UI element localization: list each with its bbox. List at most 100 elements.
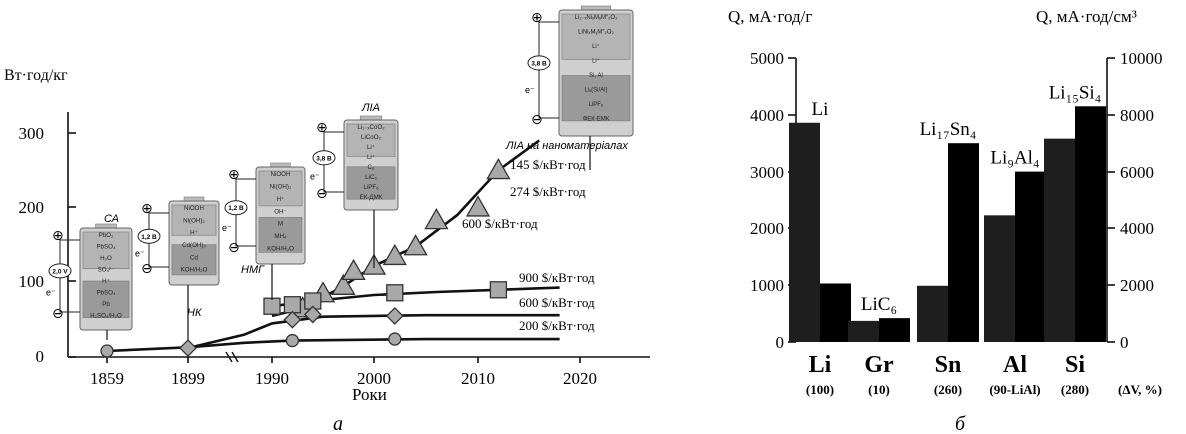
bar-volumetric-sn — [948, 143, 979, 342]
cell-text: Si, Al — [589, 73, 603, 79]
panel-a: Вт·год/кг 0 100 200 300 — [4, 5, 650, 434]
a-axes — [67, 112, 650, 363]
b-rt-0: 0 — [1120, 333, 1129, 352]
a-marker-triangle — [382, 243, 407, 266]
b-lt-5000: 5000 — [750, 49, 784, 68]
bar-gravimetric-li — [789, 122, 820, 342]
cell-text: NiOOH — [184, 205, 204, 212]
voltmeter-icon — [527, 55, 551, 71]
bar-volumetric-gr — [879, 318, 910, 342]
cell-text: Liₓ(Si/Al) — [585, 88, 608, 94]
bar-volumetric-li — [820, 283, 851, 342]
b-volume-change: (100) (10) (260) (90-LiAl) (280) (ΔV, %) — [806, 382, 1162, 397]
b-lt-3000: 3000 — [750, 163, 784, 182]
bar-label-al: Li₉Al₄ — [990, 148, 1039, 169]
a-ylabel: Вт·год/кг — [4, 67, 68, 84]
electron-label: e⁻ — [310, 171, 320, 181]
b-left-ylabel: Q, мА·год/г — [728, 7, 812, 26]
cell-text: OH⁻ — [274, 208, 287, 215]
panel-b: Q, мА·год/г Q, мА·год/см³ 0 1000 2000 30… — [728, 7, 1163, 434]
minus-icon: ⊖ — [228, 240, 240, 256]
cell-anode — [82, 280, 130, 319]
a-marker-circle — [100, 344, 114, 358]
b-rt-6000: 6000 — [1120, 163, 1154, 182]
electron-label: e⁻ — [46, 287, 56, 297]
cell-text: NiOOH — [271, 171, 291, 178]
a-marker-diamond — [385, 307, 404, 325]
a-ann-nk: НК — [187, 307, 202, 319]
cell-anode — [346, 166, 396, 200]
cell-text: LiNiₓMᵧM″₂O₂ — [578, 30, 614, 36]
a-label-200: 200 $/кВт·год — [519, 318, 595, 333]
bar-gravimetric-al — [984, 215, 1015, 342]
minus-icon: ⊖ — [52, 306, 64, 322]
b-dv-gr: (10) — [868, 382, 890, 397]
cell-text: H⁺ — [190, 230, 198, 237]
plus-icon: ⊕ — [141, 201, 153, 217]
cell-text: Ni(OH)₂ — [270, 183, 292, 190]
a-axis-break — [225, 351, 239, 363]
voltmeter-icon — [137, 228, 161, 244]
cell-voltage: 3,8 В — [316, 155, 332, 162]
b-right-ylabel: Q, мА·год/см³ — [1036, 7, 1137, 26]
minus-icon: ⊖ — [316, 186, 328, 202]
a-marker-triangle — [331, 273, 356, 295]
b-lt-0: 0 — [776, 333, 785, 352]
b-cat-al: Al — [1003, 352, 1027, 378]
cell-text: PbSO₄ — [96, 290, 116, 297]
a-ann-sa: СА — [104, 213, 119, 225]
cell-text: ФЕК-ЕМК — [583, 117, 610, 123]
a-marker-triangle — [424, 208, 449, 230]
b-left-ylabel-text: Q, мА·год/г — [728, 7, 812, 26]
b-rt-8000: 8000 — [1120, 106, 1154, 125]
a-marker-square — [263, 297, 281, 315]
a-label-145: 145 $/кВт·год — [510, 157, 586, 172]
a-battery-cells: PbO₂ PbSO₄ H₂O SO₄²⁻ H⁺ PbSO₄ Pb H₂SO₄/H₂O 2,0 V… — [46, 5, 634, 340]
b-bars — [789, 106, 1106, 342]
a-ytick-100: 100 — [19, 272, 45, 291]
cell-text: PbSO₄ — [96, 244, 116, 251]
a-xtick-1899: 1899 — [171, 369, 205, 388]
a-ann-nmg: НМГ — [241, 264, 265, 276]
a-xtick-1859: 1859 — [90, 369, 124, 388]
b-right-ticks: 0 2000 4000 6000 8000 10000 — [1120, 49, 1163, 352]
b-cat-si: Si — [1065, 352, 1085, 378]
plus-icon: ⊕ — [228, 167, 240, 183]
a-label-600: 600 $/кВт·год — [519, 295, 595, 310]
cell-text: LiPF₆ — [589, 102, 604, 108]
battery-cell-2: NiOOH Ni(OH)₂ H⁺ OH⁻ M MH₄ KOH/H₂O 1,2 В ⊕ ⊖ e⁻ — [222, 162, 306, 265]
a-marker-diamond — [283, 310, 302, 329]
cell-cathode — [561, 13, 631, 60]
cell-text: PbO₂ — [99, 232, 114, 239]
b-left-ticks: 0 1000 2000 3000 4000 5000 — [750, 49, 784, 352]
a-marker-square — [283, 296, 302, 314]
electron-label: e⁻ — [135, 248, 145, 258]
b-dv-al: (90-LiAl) — [989, 382, 1040, 397]
bar-gravimetric-sn — [917, 285, 948, 342]
cell-text: ЕК-ДМК — [360, 194, 383, 201]
cell-voltage: 3,8 В — [531, 60, 547, 67]
cell-text: H₂SO₄/H₂O — [90, 313, 122, 320]
battery-cell-4: Li₁₋ₓNiₓMᵧM″₂O₂ LiNiₓMᵧM″₂O₂ Li⁺ Li⁺ Si, Al L… — [525, 5, 634, 137]
b-rt-2000: 2000 — [1120, 276, 1154, 295]
cell-text: Li₁₋ₓCoO₂ — [357, 124, 385, 131]
b-dv-label: (ΔV, %) — [1118, 382, 1162, 397]
cell-text: Li⁺ — [592, 43, 600, 50]
b-categories: Li Gr Sn Al Si — [809, 352, 1086, 378]
cell-text: Li⁺ — [592, 58, 600, 65]
b-right-ylabel-text: Q, мА·год/см³ — [1036, 7, 1137, 26]
cell-text: Ni(OH)₂ — [183, 217, 205, 224]
a-label-900: 900 $/кВт·год — [519, 270, 595, 285]
a-xtick-2010: 2010 — [461, 369, 495, 388]
b-bar-labels: Li LiC₆ Li₁₇Sn₄ Li₉Al₄ Li₁₅Si₄ — [812, 82, 1102, 315]
plus-icon: ⊕ — [531, 10, 543, 26]
panel-label-b: б — [955, 413, 966, 434]
b-cat-gr: Gr — [864, 352, 894, 378]
bar-label-li: Li — [812, 99, 829, 120]
b-rt-4000: 4000 — [1120, 219, 1154, 238]
a-marker-triangle — [341, 258, 366, 281]
cell-text: H₂O — [100, 255, 112, 262]
cell-cathode — [82, 231, 130, 270]
b-lt-4000: 4000 — [750, 106, 784, 125]
a-markers — [100, 158, 511, 358]
